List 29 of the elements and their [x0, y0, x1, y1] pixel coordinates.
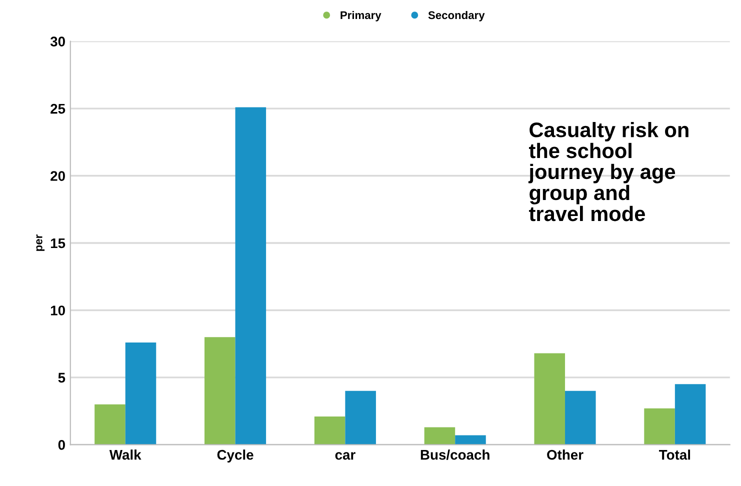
y-tick-label: 15 [50, 238, 66, 248]
y-axis-title: per [36, 234, 45, 251]
bar [424, 427, 456, 445]
bar [94, 404, 126, 445]
y-tick-label: 0 [58, 440, 65, 450]
bar [644, 408, 675, 445]
bar [204, 337, 236, 445]
bar [534, 353, 566, 445]
x-tick-label: Walk [109, 450, 142, 460]
y-tick-label: 25 [50, 104, 66, 114]
y-tick-label: 20 [50, 171, 65, 181]
bar [125, 342, 156, 445]
bar [235, 107, 266, 445]
x-tick-label: Cycle [217, 450, 254, 462]
bar [345, 390, 376, 445]
bar [314, 416, 346, 445]
x-tick-label: Total [659, 450, 690, 460]
bar [674, 384, 706, 445]
x-tick-label: Other [547, 450, 584, 460]
legend-label: Secondary [428, 10, 485, 22]
x-tick-label: Bus/coach [420, 450, 490, 460]
text: Casualty risk on the school journey by age group and travel mode [528, 122, 688, 222]
bar [455, 435, 486, 445]
y-tick-label: 10 [50, 306, 65, 316]
y-tick-label: 30 [50, 36, 65, 46]
legend-label: Primary [340, 10, 382, 22]
y-tick-label: 5 [58, 372, 66, 383]
x-tick-label: car [335, 452, 356, 460]
bar [565, 390, 596, 445]
